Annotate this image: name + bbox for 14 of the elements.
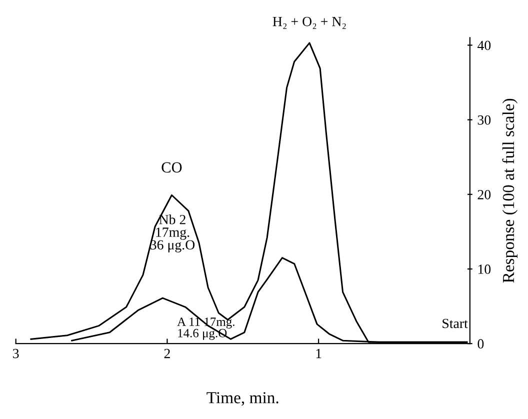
annotation: CO [162,162,182,173]
annotation: Start [442,318,468,328]
y-tick-label: 30 [478,115,491,125]
y-tick-label: 20 [478,190,491,200]
annotation: Nb 2 17mg. 36 μg.O [150,214,195,252]
y-tick-label: 0 [478,339,484,349]
y-axis-title: Response (100 at full scale) [502,98,518,283]
y-tick-label: 40 [477,40,491,50]
x-tick-label: 1 [316,348,322,358]
x-tick-label: 3 [13,348,19,358]
y-tick-label: 10 [478,264,491,274]
x-axis-title: Time, min. [206,392,278,406]
annotation: H₂ + O₂ + N₂ [272,16,346,29]
x-tick-label: 2 [164,348,170,358]
